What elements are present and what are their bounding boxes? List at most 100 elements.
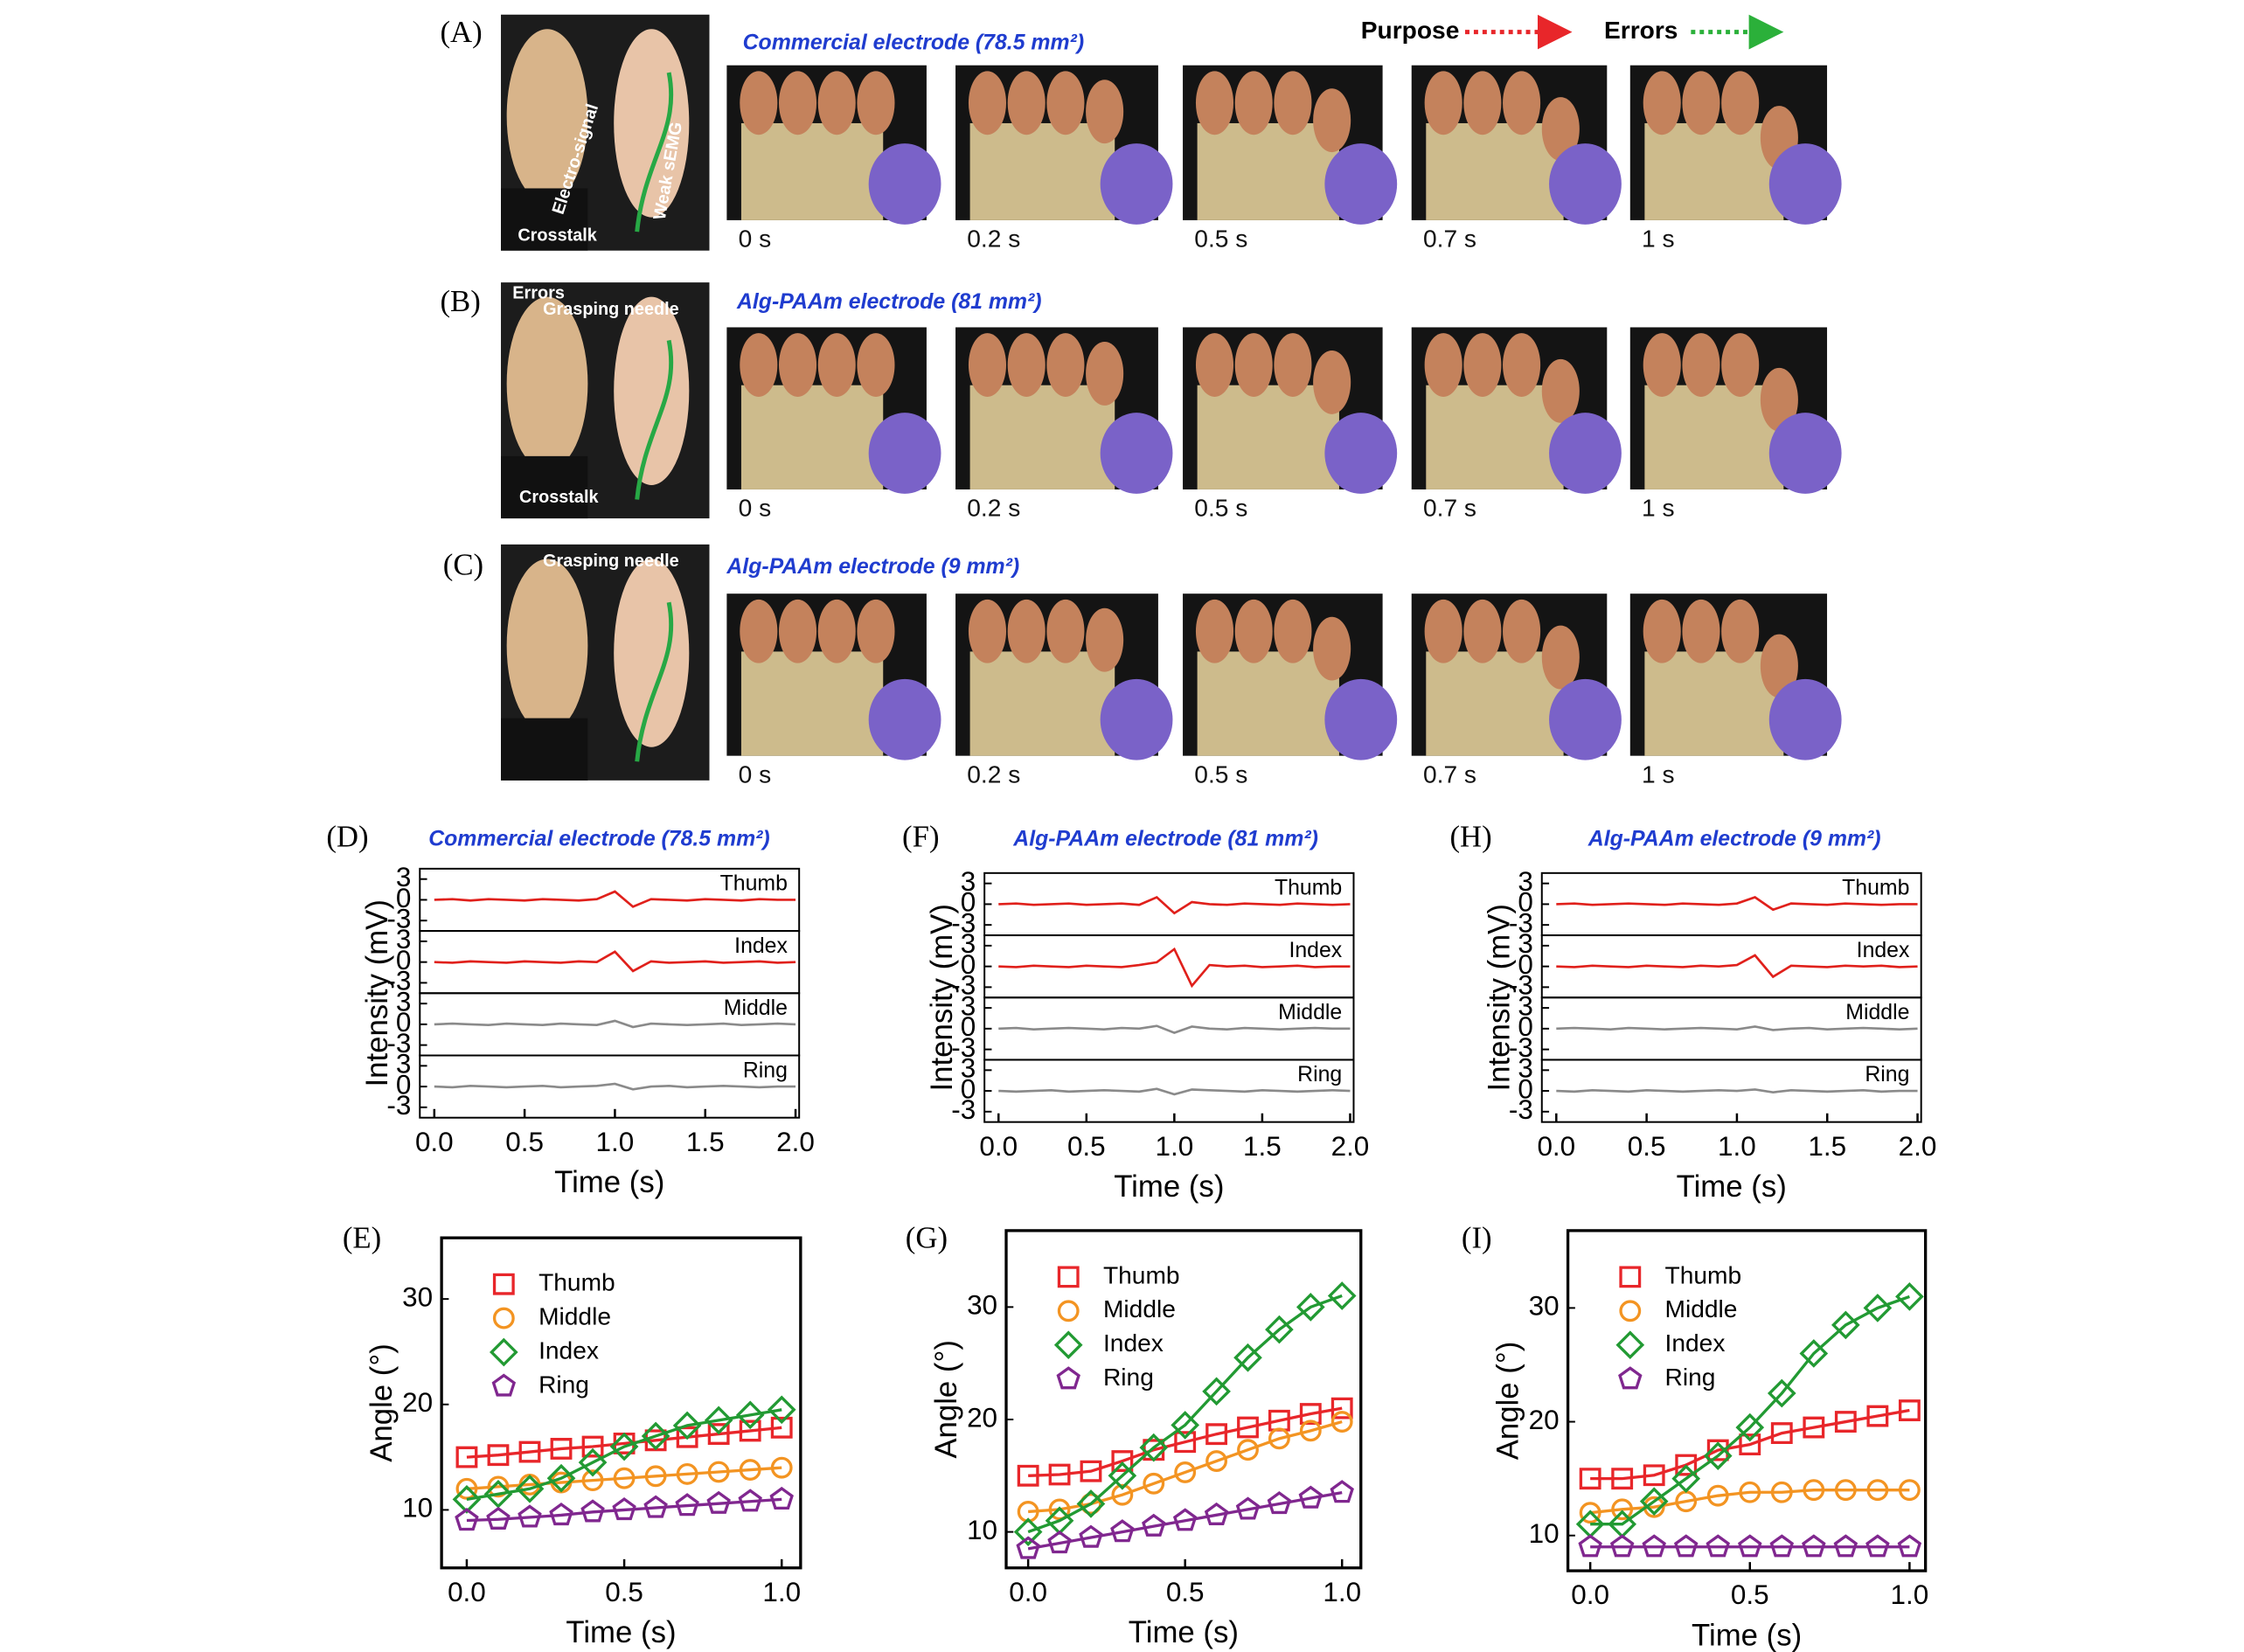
data-point <box>578 1447 608 1477</box>
panel-title: Commercial electrode (78.5 mm²) <box>743 31 1085 54</box>
fingertip <box>1313 88 1351 153</box>
data-point <box>1299 1419 1322 1442</box>
data-point <box>767 1395 796 1425</box>
plot-frame <box>440 1236 802 1570</box>
panel-label: (H) <box>1449 820 1491 854</box>
x-axis-label: Time (s) <box>1114 1170 1224 1204</box>
data-point <box>1865 1534 1890 1558</box>
y-tick-label: 20 <box>402 1387 433 1418</box>
y-tick-label: 3 <box>961 990 976 1021</box>
trace-label: Ring <box>743 1059 788 1082</box>
x-axis-label: Time (s) <box>1692 1619 1802 1652</box>
data-point <box>1802 1534 1826 1558</box>
fingertip <box>1682 333 1720 397</box>
data-point <box>1803 1416 1825 1439</box>
data-point <box>1609 1534 1635 1558</box>
fingertip <box>1046 71 1085 135</box>
forearm <box>501 455 588 519</box>
fingertip <box>1682 71 1720 135</box>
legend-label: Thumb <box>538 1269 615 1296</box>
fingertip <box>778 333 817 397</box>
data-point <box>1770 1481 1793 1503</box>
fingertip <box>778 71 817 135</box>
series-line <box>1590 1295 1910 1526</box>
fingertip <box>1463 599 1502 663</box>
data-point <box>1111 1483 1134 1506</box>
trace-label: Thumb <box>720 872 788 896</box>
legend-marker <box>1056 1366 1080 1390</box>
robot-palm <box>1644 122 1784 220</box>
trace-label: Ring <box>1297 1063 1342 1086</box>
robot-hand <box>506 29 588 204</box>
data-point <box>672 1411 702 1440</box>
x-tick-label: 1.0 <box>596 1127 635 1157</box>
fingertip <box>1463 71 1502 135</box>
fingertip <box>1682 599 1720 663</box>
data-point <box>1079 1524 1103 1548</box>
photo-label: Errors <box>512 284 565 303</box>
data-point <box>1767 1378 1796 1408</box>
data-point <box>613 1432 636 1454</box>
fingertip <box>1313 616 1351 681</box>
y-axis-label: Intensity (mV) <box>1483 904 1517 1091</box>
fingertip <box>1643 333 1681 397</box>
panel-label: (B) <box>440 284 480 318</box>
panel-label: (I) <box>1462 1220 1492 1254</box>
robot-palm <box>1426 385 1564 489</box>
glove <box>868 678 941 760</box>
trace-label: Thumb <box>1275 877 1342 900</box>
panel-label: (E) <box>343 1220 381 1254</box>
legend-marker <box>491 1373 517 1397</box>
y-tick-label: 3 <box>1518 866 1533 897</box>
data-point <box>1706 1534 1730 1558</box>
robot-palm <box>969 385 1115 489</box>
glove <box>1100 678 1173 760</box>
y-tick-label: -3 <box>1509 907 1533 938</box>
data-point <box>1142 1513 1166 1537</box>
legend-marker <box>1619 1300 1642 1322</box>
data-point <box>1895 1282 1924 1311</box>
data-point <box>641 1421 670 1451</box>
legend-marker <box>1057 1266 1080 1288</box>
y-tick-label: 30 <box>1529 1291 1560 1322</box>
series-line <box>434 890 796 908</box>
time-label: 0.2 s <box>967 760 1020 788</box>
trace-label: Index <box>1289 939 1342 962</box>
photo-label: Grasping needle <box>543 552 679 571</box>
time-label: 0.5 s <box>1194 760 1247 788</box>
data-point <box>675 1493 699 1517</box>
forearm <box>501 718 588 781</box>
fingertip <box>1503 333 1541 397</box>
fingertip <box>1274 333 1312 397</box>
data-point <box>704 1406 733 1435</box>
time-label: 0.2 s <box>967 226 1020 253</box>
y-tick-label: 10 <box>402 1493 433 1524</box>
y-tick-label: 0 <box>396 1069 411 1100</box>
robot-palm <box>1197 651 1339 756</box>
panel-label: (D) <box>326 820 368 854</box>
robot-palm <box>1644 385 1784 489</box>
series-line <box>998 947 1351 989</box>
time-label: 0 s <box>739 495 772 522</box>
data-point <box>486 1506 511 1530</box>
data-point <box>1013 1517 1043 1546</box>
fingertip <box>857 333 895 397</box>
data-point <box>1738 1534 1762 1558</box>
x-tick-label: 0.5 <box>1067 1131 1106 1162</box>
data-point <box>1898 1399 1921 1421</box>
data-point <box>1675 1490 1698 1513</box>
time-label: 0.2 s <box>967 495 1020 522</box>
fingertip <box>1424 333 1462 397</box>
fingertip <box>1541 358 1580 423</box>
fingertip <box>1313 350 1351 414</box>
y-tick-label: 3 <box>961 866 976 897</box>
fingertip <box>1195 333 1234 397</box>
data-point <box>1237 1416 1259 1439</box>
robot-palm <box>740 651 884 756</box>
legend-label: Ring <box>1665 1364 1716 1391</box>
data-point <box>769 1486 794 1510</box>
fingertip <box>1503 599 1541 663</box>
robot-palm <box>1426 122 1564 220</box>
data-point <box>518 1440 541 1463</box>
data-point <box>1833 1534 1858 1558</box>
